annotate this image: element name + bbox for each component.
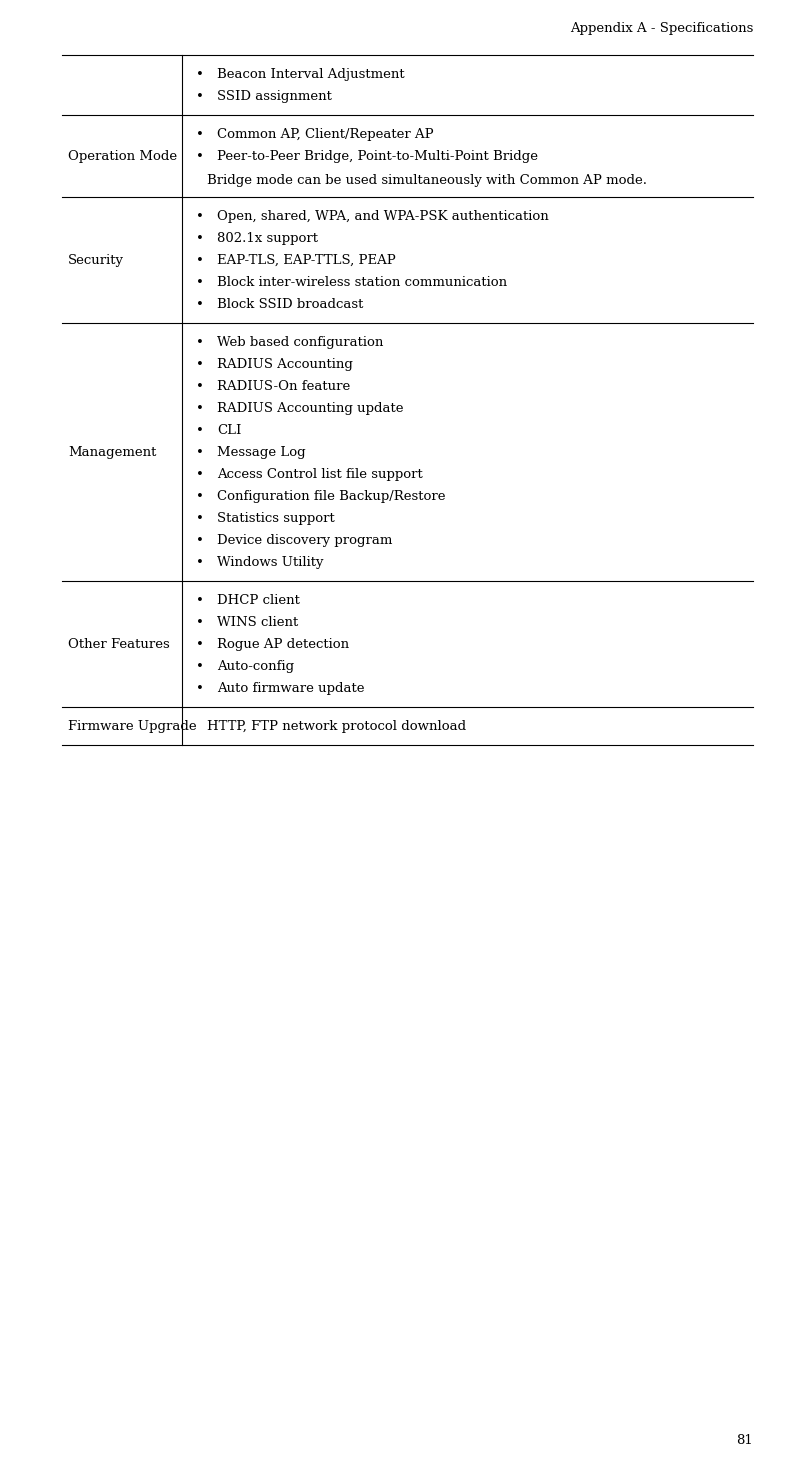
Text: •: • — [196, 254, 204, 266]
Text: Configuration file Backup/Restore: Configuration file Backup/Restore — [217, 489, 446, 502]
Text: Security: Security — [68, 254, 124, 266]
Text: •: • — [196, 68, 204, 81]
Text: •: • — [196, 128, 204, 141]
Text: Operation Mode: Operation Mode — [68, 150, 177, 163]
Text: •: • — [196, 682, 204, 695]
Text: HTTP, FTP network protocol download: HTTP, FTP network protocol download — [207, 720, 466, 733]
Text: Block inter-wireless station communication: Block inter-wireless station communicati… — [217, 276, 507, 288]
Text: •: • — [196, 357, 204, 370]
Text: CLI: CLI — [217, 423, 241, 436]
Text: EAP-TLS, EAP-TTLS, PEAP: EAP-TLS, EAP-TTLS, PEAP — [217, 254, 396, 266]
Text: •: • — [196, 638, 204, 651]
Text: Message Log: Message Log — [217, 445, 306, 458]
Text: DHCP client: DHCP client — [217, 593, 300, 607]
Text: •: • — [196, 335, 204, 348]
Text: •: • — [196, 533, 204, 546]
Text: •: • — [196, 511, 204, 524]
Text: •: • — [196, 467, 204, 480]
Text: •: • — [196, 555, 204, 569]
Text: 802.1x support: 802.1x support — [217, 232, 318, 244]
Text: Statistics support: Statistics support — [217, 511, 335, 524]
Text: •: • — [196, 90, 204, 103]
Text: Auto firmware update: Auto firmware update — [217, 682, 364, 695]
Text: •: • — [196, 232, 204, 244]
Text: Beacon Interval Adjustment: Beacon Interval Adjustment — [217, 68, 404, 81]
Text: Open, shared, WPA, and WPA-PSK authentication: Open, shared, WPA, and WPA-PSK authentic… — [217, 210, 549, 222]
Text: •: • — [196, 210, 204, 222]
Text: •: • — [196, 379, 204, 392]
Text: RADIUS Accounting update: RADIUS Accounting update — [217, 401, 403, 414]
Text: Auto-config: Auto-config — [217, 660, 294, 673]
Text: Access Control list file support: Access Control list file support — [217, 467, 423, 480]
Text: •: • — [196, 489, 204, 502]
Text: Bridge mode can be used simultaneously with Common AP mode.: Bridge mode can be used simultaneously w… — [207, 173, 647, 187]
Text: Block SSID broadcast: Block SSID broadcast — [217, 298, 364, 310]
Text: Appendix A - Specifications: Appendix A - Specifications — [570, 22, 753, 35]
Text: Device discovery program: Device discovery program — [217, 533, 392, 546]
Text: •: • — [196, 150, 204, 163]
Text: •: • — [196, 423, 204, 436]
Text: Management: Management — [68, 445, 157, 458]
Text: RADIUS-On feature: RADIUS-On feature — [217, 379, 350, 392]
Text: WINS client: WINS client — [217, 616, 298, 629]
Text: RADIUS Accounting: RADIUS Accounting — [217, 357, 353, 370]
Text: Web based configuration: Web based configuration — [217, 335, 384, 348]
Text: •: • — [196, 401, 204, 414]
Text: •: • — [196, 445, 204, 458]
Text: 81: 81 — [736, 1434, 753, 1447]
Text: Firmware Upgrade: Firmware Upgrade — [68, 720, 197, 733]
Text: SSID assignment: SSID assignment — [217, 90, 332, 103]
Text: •: • — [196, 616, 204, 629]
Text: •: • — [196, 593, 204, 607]
Text: •: • — [196, 298, 204, 310]
Text: Rogue AP detection: Rogue AP detection — [217, 638, 349, 651]
Text: Other Features: Other Features — [68, 638, 169, 651]
Text: Windows Utility: Windows Utility — [217, 555, 324, 569]
Text: •: • — [196, 276, 204, 288]
Text: Common AP, Client/Repeater AP: Common AP, Client/Repeater AP — [217, 128, 434, 141]
Text: •: • — [196, 660, 204, 673]
Text: Peer-to-Peer Bridge, Point-to-Multi-Point Bridge: Peer-to-Peer Bridge, Point-to-Multi-Poin… — [217, 150, 538, 163]
